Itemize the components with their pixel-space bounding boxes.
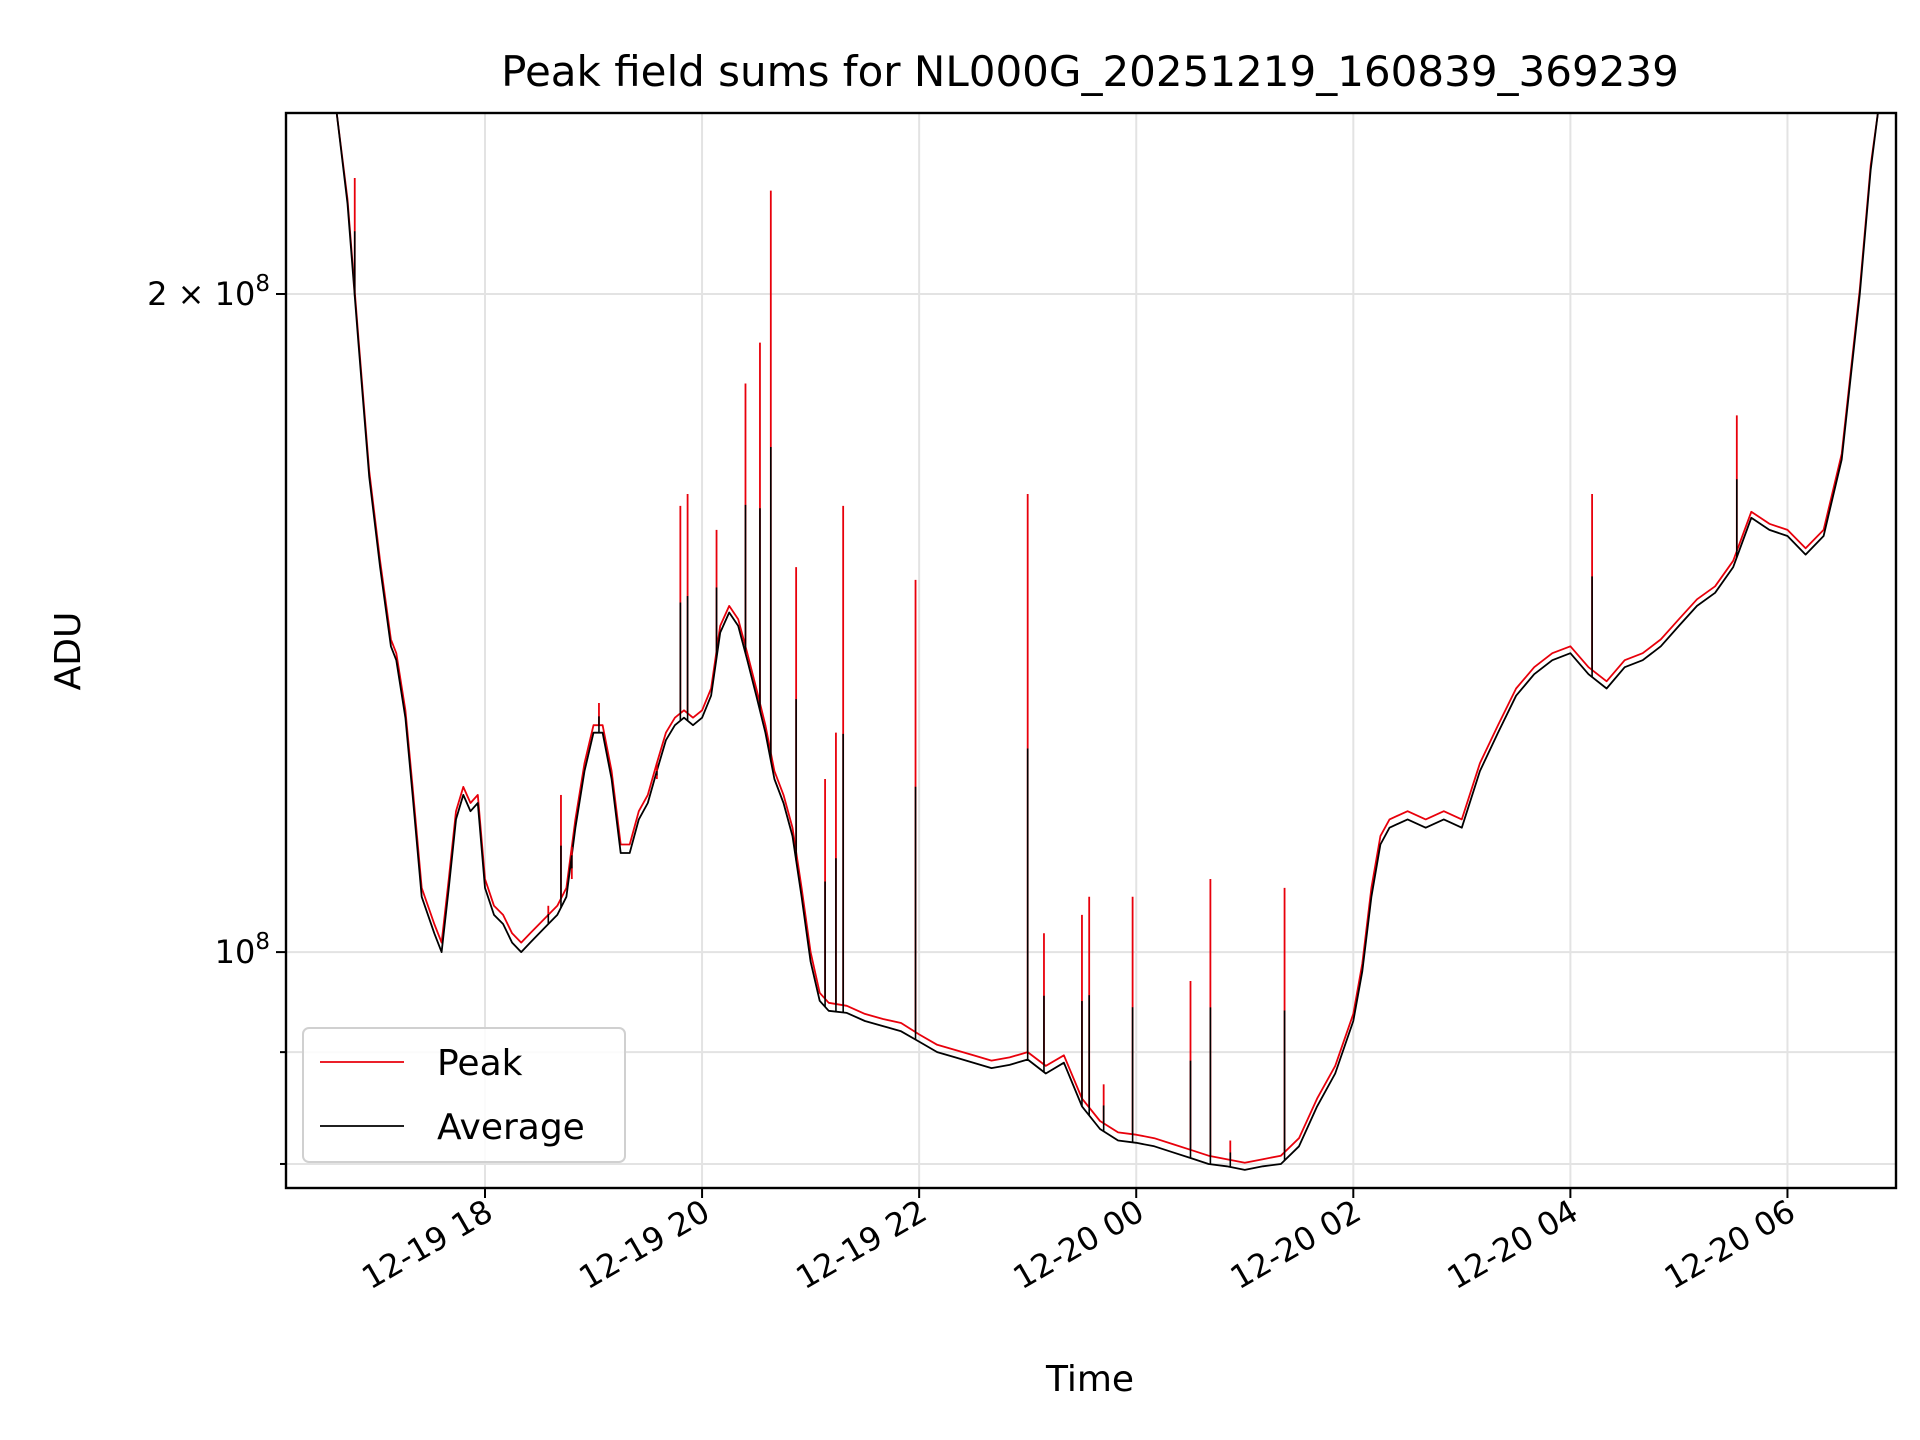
x-axis-label: Time [1045,1359,1134,1400]
plot-frame [284,111,1898,1190]
grid-layer [286,113,1896,1188]
y-axis: 2 × 108 108 [147,271,286,1165]
y-tick-label: 108 [215,929,270,971]
series-layer [335,113,1879,1171]
chart-title: Peak field sums for NL000G_20251219_1608… [501,47,1679,96]
series-line-peak [335,113,1879,1164]
series-line-average [335,113,1879,1171]
legend-label-average: Average [437,1107,585,1148]
y-tick-label: 2 × 108 [147,271,270,313]
y-axis-label: ADU [48,612,89,691]
legend-label-peak: Peak [437,1043,523,1084]
legend: Peak Average [302,1027,626,1163]
